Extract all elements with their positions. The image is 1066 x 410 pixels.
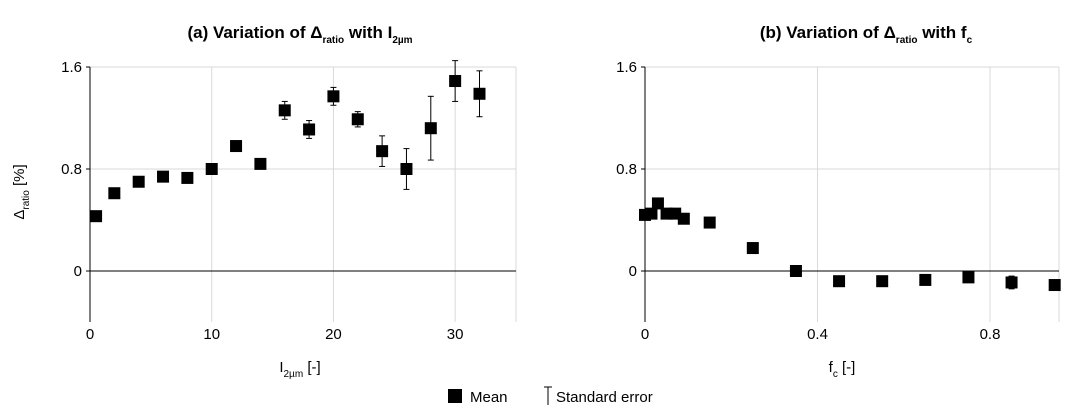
chart-a-data-point <box>473 87 486 100</box>
chart-a-data-point <box>327 90 340 103</box>
chart-a-y-tick-label: 0.8 <box>61 161 82 178</box>
chart-a-x-tick-label: 30 <box>447 326 464 343</box>
chart-a-data-point <box>449 75 462 88</box>
chart-a-data-point <box>376 145 389 158</box>
chart-a-x-tick-label: 20 <box>325 326 342 343</box>
chart-a-x-tick-label: 0 <box>86 326 94 343</box>
chart-b-data-point <box>1005 276 1018 289</box>
chart-a-y-tick-label: 0 <box>74 263 82 280</box>
chart-a-data-point <box>278 104 291 117</box>
chart-b-axes <box>641 66 1059 322</box>
chart-a-data-point <box>90 210 103 223</box>
chart-panel-b: (b) Variation of Δratio with fc 00.81.60… <box>616 23 1061 380</box>
chart-b-data-point <box>746 242 759 255</box>
chart-a-data-point <box>205 163 218 175</box>
chart-b-title: (b) Variation of Δratio with fc <box>760 23 973 46</box>
chart-a-title: (a) Variation of Δratio with I2µm <box>187 23 412 46</box>
chart-a-points <box>90 75 486 223</box>
chart-b-x-tick-label: 0.8 <box>980 326 1001 343</box>
chart-panel-a: (a) Variation of Δratio with I2µm 0 0.8 1.… <box>11 23 517 380</box>
chart-a-data-point <box>303 123 316 136</box>
chart-b-data-point <box>919 273 932 286</box>
chart-b-data-point <box>1048 279 1061 292</box>
chart-a-data-point <box>400 163 413 175</box>
chart-b-tick-labels: 0 0.8 1.6 0 0.4 0.8 <box>616 59 1000 343</box>
chart-a-data-point <box>132 175 145 188</box>
chart-a-data-point <box>230 140 243 153</box>
chart-a-tick-labels: 0 0.8 1.6 0 10 20 30 <box>61 59 463 343</box>
chart-b-error-bars <box>642 200 1058 290</box>
chart-b-data-point <box>789 265 802 277</box>
legend: Mean Standard error <box>448 386 653 406</box>
chart-b-data-point <box>833 275 846 288</box>
chart-a-data-point <box>424 122 437 135</box>
chart-b-y-tick-label: 0 <box>629 263 637 280</box>
chart-b-data-point <box>962 271 975 284</box>
chart-a-data-point <box>351 113 364 126</box>
chart-a-error-bars <box>93 60 483 220</box>
chart-b-x-axis-label: fc [-] <box>829 359 856 380</box>
legend-mean-marker-icon <box>448 389 462 403</box>
chart-b-data-point <box>876 275 889 288</box>
chart-a-grid <box>90 66 517 322</box>
chart-a-data-point <box>108 187 121 200</box>
chart-b-y-tick-label: 1.6 <box>616 59 637 76</box>
chart-a-data-point <box>157 170 170 183</box>
chart-a-y-axis-label: Δratio [%] <box>11 164 32 219</box>
legend-standard-error-label: Standard error <box>556 389 653 406</box>
chart-a-x-axis-label: I2µm [-] <box>279 359 320 380</box>
chart-a-y-tick-label: 1.6 <box>61 59 82 76</box>
legend-mean-label: Mean <box>470 389 508 406</box>
chart-b-x-tick-label: 0 <box>641 326 649 343</box>
chart-b-data-point <box>703 216 716 229</box>
chart-b-grid <box>645 66 1060 322</box>
chart-a-x-tick-label: 10 <box>203 326 220 343</box>
chart-b-x-tick-label: 0.4 <box>807 326 828 343</box>
legend-standard-error-marker-icon <box>544 386 552 405</box>
chart-b-points <box>639 197 1061 292</box>
chart-b-y-tick-label: 0.8 <box>616 161 637 178</box>
chart-b-data-point <box>651 197 664 210</box>
chart-a-data-point <box>254 157 267 170</box>
chart-a-data-point <box>181 171 194 184</box>
chart-a-axes <box>86 66 516 322</box>
chart-b-data-point <box>645 207 658 220</box>
chart-b-data-point <box>677 212 690 225</box>
